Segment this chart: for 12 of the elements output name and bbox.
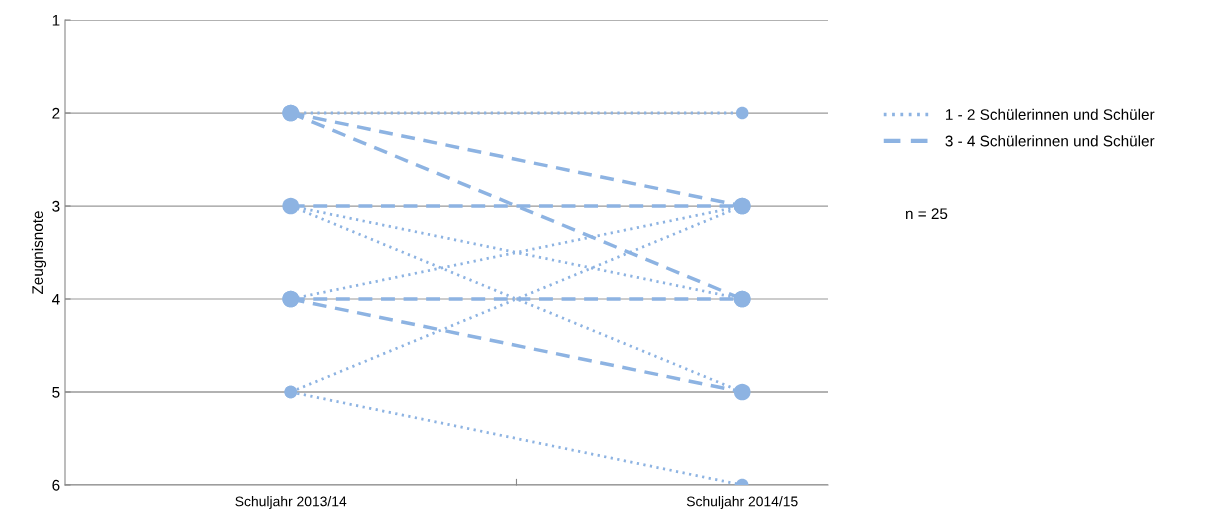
x-tick-label: Schuljahr 2014/15	[686, 496, 798, 510]
y-tick-label: 1	[52, 15, 60, 26]
y-tick-label: 5	[52, 387, 60, 398]
y-tick-label: 3	[52, 200, 60, 212]
legend-label: 1 - 2 Schülerinnen und Schüler	[946, 108, 1155, 120]
y-tick-label: 4	[51, 294, 60, 305]
text: n = 25	[906, 208, 948, 220]
x-tick-label: Schuljahr 2013/14	[235, 496, 347, 510]
y-axis-title: Zeugnisnote	[31, 211, 47, 295]
legend-label: 3 - 4 Schülerinnen und Schüler	[945, 135, 1155, 147]
y-tick-label: 6	[52, 479, 60, 491]
y-tick-label: 2	[52, 107, 60, 119]
